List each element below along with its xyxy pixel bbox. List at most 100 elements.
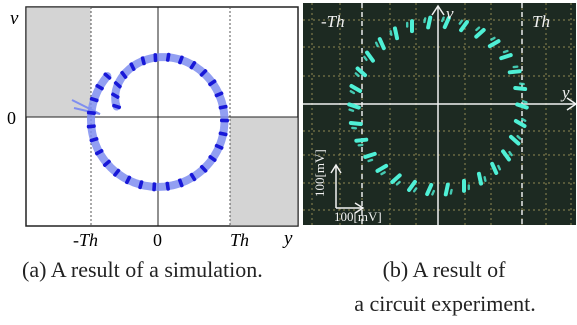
trace-dash <box>507 69 522 75</box>
trajectory <box>71 52 230 192</box>
trace-dash-tail <box>374 41 379 48</box>
tick-label-zero-y: 0 <box>153 230 162 250</box>
trace-dash-tail <box>389 30 393 36</box>
trace-dash-tail <box>490 36 496 41</box>
y-arrow-icon <box>566 97 576 111</box>
trajectory-sample <box>138 180 144 190</box>
trajectory-sample <box>86 124 96 129</box>
trace-dash <box>354 137 369 143</box>
trajectory-sample <box>214 143 224 150</box>
oscilloscope-photo: -Th Th v y 100[mV] 100[mV] <box>303 3 576 225</box>
trajectory-sample <box>208 155 217 162</box>
simulation-plot: v 0 -Th 0 Th y <box>7 6 299 250</box>
shaded-region-right <box>230 117 298 226</box>
trace-dash-tail <box>475 26 481 32</box>
trace-dash-tail <box>351 126 358 130</box>
trajectory-sample <box>120 70 128 79</box>
trajectory-sample <box>218 131 228 137</box>
trace-dash <box>508 134 521 146</box>
trajectory-sample <box>89 137 99 143</box>
trace-dash <box>425 182 434 197</box>
trace-dash-tail <box>502 49 509 54</box>
scale-arrow-right-icon <box>354 202 365 214</box>
trajectory-sample <box>124 175 132 185</box>
trace-dash-tail <box>354 72 360 78</box>
trace-dash-tail <box>518 82 525 86</box>
shaded-region-left <box>26 7 91 117</box>
trace-dash <box>363 151 377 159</box>
scope-label-neg-th: -Th <box>321 12 345 31</box>
trace-dash <box>501 149 511 162</box>
trace-dash <box>499 53 513 61</box>
caption-experiment-line1: (b) A result of <box>382 257 506 282</box>
trace-dash-tail <box>349 89 356 95</box>
trace-dash-tail <box>431 189 436 196</box>
initial-transient <box>71 99 101 115</box>
caption-experiment-line2: a circuit experiment. <box>354 291 536 316</box>
trajectory-sample <box>113 168 121 177</box>
trace-dash-tail <box>395 180 401 186</box>
trace-dash <box>390 173 402 185</box>
trajectory-sample <box>189 172 197 182</box>
caption-simulation: (a) A result of a simulation. <box>22 257 263 282</box>
trajectory-sample <box>152 182 157 192</box>
trajectory-sample <box>113 81 122 89</box>
trace-dash <box>462 178 466 193</box>
trace-dash-tail <box>458 19 464 25</box>
trace-dash-tail <box>412 187 418 193</box>
trace-dash <box>513 119 527 128</box>
scale-label-x: 100[mV] <box>334 209 382 224</box>
trace-dash <box>474 27 486 39</box>
trajectory-sample <box>199 69 208 77</box>
trace-dash <box>375 163 389 173</box>
trajectory-sample <box>129 62 136 72</box>
trace-dash-tail <box>497 164 502 171</box>
scope-label-v: v <box>446 4 454 23</box>
trace-dash-tail <box>512 65 519 69</box>
scope-label-y: y <box>560 83 570 102</box>
trace-dash <box>377 37 386 51</box>
trace-dash-tail <box>380 171 386 176</box>
trajectory-sample <box>86 110 96 116</box>
trajectory-sample <box>103 72 112 80</box>
scope-screen <box>303 3 576 225</box>
trajectory-sample <box>153 53 158 63</box>
trace-dash <box>476 171 484 186</box>
trajectory-sample <box>218 104 228 110</box>
scale-arrow-up-icon <box>330 163 342 174</box>
axis-label-v: v <box>10 8 19 29</box>
trajectory-sample <box>219 118 230 123</box>
trace-dash <box>365 50 375 63</box>
v-arrow-icon <box>431 4 445 16</box>
trajectory-sample <box>165 52 171 62</box>
trace-dash <box>459 20 469 33</box>
trajectory-sample <box>177 178 184 188</box>
scope-trace <box>347 15 529 197</box>
trace-dash <box>515 102 529 110</box>
trajectory-band <box>86 53 229 191</box>
trace-dash <box>487 39 501 49</box>
trajectory-sample <box>189 61 197 70</box>
trace-dash-tail <box>467 184 470 191</box>
trajectory-sample <box>112 103 122 110</box>
tick-label-zero-v: 0 <box>7 108 16 128</box>
trace-dash-tail <box>516 134 522 140</box>
trace-dash <box>426 15 433 30</box>
trace-dash-tail <box>423 17 427 24</box>
trace-dash <box>410 19 414 34</box>
tick-label-th: Th <box>230 230 249 250</box>
trajectory-sample <box>94 148 104 156</box>
axis-label-y: y <box>282 228 293 249</box>
trace-dash-tail <box>348 108 355 112</box>
trace-dash-tail <box>363 55 368 62</box>
trace-dash <box>407 179 417 192</box>
trajectory-sample <box>214 91 224 98</box>
trace-dash <box>490 161 499 175</box>
trajectory-sample <box>140 56 146 66</box>
trajectory-sample <box>95 83 104 91</box>
trace-dash <box>349 84 363 93</box>
trajectory-sample <box>102 159 111 167</box>
trace-dash <box>348 120 363 127</box>
trace-dash <box>442 15 451 30</box>
trace-dash-tail <box>357 143 364 147</box>
